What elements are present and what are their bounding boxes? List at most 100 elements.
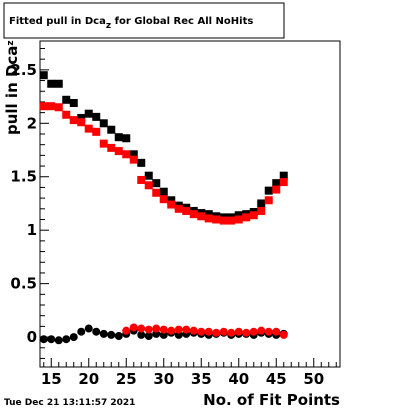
data-point	[122, 134, 131, 143]
x-tick-label: 15	[41, 370, 62, 388]
x-tick-label: 25	[116, 370, 137, 388]
data-point	[159, 325, 168, 334]
data-point	[257, 199, 266, 208]
data-point	[249, 327, 258, 336]
y-axis-title-main: pull in Dca	[3, 46, 21, 135]
y-tick-label: 2	[27, 114, 37, 132]
data-point	[62, 95, 71, 104]
data-point	[189, 326, 198, 335]
data-point	[249, 211, 258, 220]
y-axis-tick-labels: 0 0.5 1 1.5 2 2.5	[10, 61, 37, 346]
data-point	[92, 127, 101, 136]
x-tick-label: 50	[303, 370, 324, 388]
data-point	[84, 124, 93, 133]
y-axis-title-sub: z	[6, 40, 16, 45]
data-point	[129, 323, 138, 332]
series-2	[39, 102, 288, 225]
data-point	[84, 109, 93, 118]
x-axis-title: No. of Fit Points	[203, 391, 340, 409]
data-point	[144, 171, 153, 180]
data-point	[137, 158, 146, 167]
data-point	[39, 335, 48, 344]
data-point	[39, 71, 48, 80]
data-point	[264, 196, 273, 205]
data-point	[99, 329, 108, 338]
data-point	[47, 335, 56, 344]
series-4	[122, 323, 288, 339]
data-point	[122, 150, 131, 159]
x-tick-label: 35	[191, 370, 212, 388]
data-point	[144, 325, 153, 334]
data-point	[167, 326, 176, 335]
x-axis-tick-labels: 15 20 25 30 35 40 45 50	[41, 370, 324, 388]
y-tick-label: 0.5	[10, 275, 37, 293]
y-tick-label: 2.5	[10, 61, 37, 79]
data-point	[159, 195, 168, 204]
data-point	[174, 325, 183, 334]
data-point	[54, 336, 63, 345]
data-point	[242, 213, 251, 222]
data-point	[197, 327, 206, 336]
data-point	[77, 118, 86, 127]
data-point	[114, 133, 123, 142]
x-tick-label: 40	[228, 370, 249, 388]
data-point	[39, 102, 48, 111]
y-tick-label: 1	[27, 221, 37, 239]
data-point	[122, 326, 131, 335]
data-point	[167, 200, 176, 209]
data-point	[114, 332, 123, 341]
data-point	[92, 327, 101, 336]
y-axis-ticks	[40, 47, 49, 359]
data-point	[107, 125, 116, 134]
data-point	[69, 116, 78, 125]
data-point	[212, 328, 221, 337]
data-point	[62, 335, 71, 344]
data-point	[167, 196, 176, 205]
chart-title-main: Fitted pull in Dca	[9, 16, 106, 27]
data-point	[69, 333, 78, 342]
data-point	[107, 143, 116, 152]
data-point	[204, 327, 213, 336]
data-point	[99, 139, 108, 148]
chart-title: Fitted pull in Dcaz for Global Rec All N…	[9, 16, 253, 31]
data-point	[212, 215, 221, 224]
data-point	[54, 79, 63, 88]
y-axis-title: pull in Dcaz	[3, 40, 21, 135]
data-point	[219, 216, 228, 225]
data-point	[54, 103, 63, 112]
data-point	[99, 119, 108, 128]
data-point	[69, 98, 78, 107]
plot-frame	[39, 40, 341, 368]
x-tick-label: 45	[266, 370, 287, 388]
data-point	[264, 186, 273, 195]
data-point	[257, 206, 266, 215]
x-tick-label: 30	[153, 370, 174, 388]
data-point	[47, 102, 56, 111]
data-point	[204, 214, 213, 223]
data-point	[279, 178, 288, 187]
data-point	[144, 332, 153, 341]
data-point	[197, 212, 206, 221]
data-point	[279, 330, 288, 339]
data-point	[227, 328, 236, 337]
data-point	[234, 327, 243, 336]
chart-title-box: Fitted pull in Dcaz for Global Rec All N…	[3, 2, 285, 39]
data-point	[272, 327, 281, 336]
y-tick-label: 0	[27, 328, 37, 346]
y-tick-label: 1.5	[10, 168, 37, 186]
data-point	[234, 215, 243, 224]
data-point	[189, 210, 198, 219]
data-point	[107, 330, 116, 339]
data-point	[182, 325, 191, 334]
data-point	[264, 327, 273, 336]
data-point	[152, 324, 161, 333]
data-point	[182, 206, 191, 215]
data-point	[272, 185, 281, 194]
data-point	[204, 210, 213, 219]
data-point	[174, 204, 183, 213]
data-point	[129, 155, 138, 164]
data-point	[219, 327, 228, 336]
data-point	[114, 147, 123, 156]
data-point	[234, 211, 243, 220]
